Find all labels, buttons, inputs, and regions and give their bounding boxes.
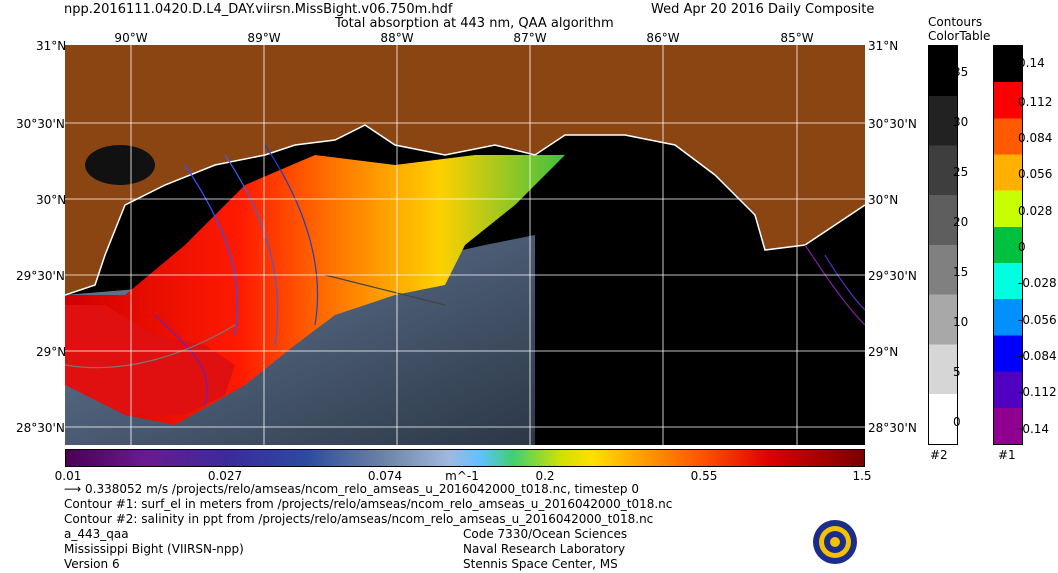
- bar2-label: 0: [953, 415, 961, 429]
- product-code: a_443_qaa: [64, 527, 129, 541]
- lon-label: 90°W: [114, 31, 148, 45]
- bar2-label: 35: [953, 65, 969, 79]
- contours: [65, 144, 865, 406]
- bar2-label: 30: [953, 115, 969, 129]
- lon-label: 88°W: [380, 31, 414, 45]
- lat-label-left: 31°N: [36, 39, 67, 53]
- colortable-title-2: ColorTable: [928, 29, 991, 43]
- filename-title: npp.2016111.0420.D.L4_DAY.viirsn.MissBig…: [64, 2, 453, 17]
- contour1-note: Contour #1: surf_el in meters from /proj…: [64, 497, 673, 511]
- bar1-id: #1: [998, 448, 1016, 462]
- bar1-label: 0.084: [1018, 131, 1053, 145]
- colorbar-unit: m^-1: [445, 469, 479, 483]
- vector-legend: ⟶ 0.338052 m/s /projects/relo/amseas/nco…: [64, 482, 639, 496]
- coastline: [65, 124, 865, 296]
- bar2-label: 15: [953, 265, 969, 279]
- lat-label-left: 28°30'N: [16, 421, 65, 435]
- lat-label-right: 31°N: [868, 39, 899, 53]
- colorbar-tick: 1.5: [852, 469, 872, 483]
- org-line3: Stennis Space Center, MS: [463, 557, 618, 571]
- lon-label: 86°W: [646, 31, 680, 45]
- arrow-icon: ⟶: [64, 482, 82, 496]
- contour2-colorbar: [928, 45, 958, 445]
- bar1-label: -0.028: [1018, 276, 1057, 290]
- colortable-title-1: Contours: [928, 15, 983, 29]
- lat-label-right: 30°N: [868, 193, 899, 207]
- lat-label-right: 28°30'N: [868, 421, 917, 435]
- bar1-label: 0.028: [1018, 204, 1053, 218]
- bar1-label: -0.056: [1018, 313, 1057, 327]
- product-title: Total absorption at 443 nm, QAA algorith…: [335, 16, 614, 31]
- region-name: Mississippi Bight (VIIRSN-npp): [64, 542, 244, 556]
- bar2-label: 5: [953, 365, 961, 379]
- org-line2: Naval Research Laboratory: [463, 542, 626, 556]
- bar1-label: 0: [1018, 240, 1026, 254]
- delta-plume: [65, 305, 235, 415]
- graticule: [65, 45, 865, 445]
- nrl-logo-icon: [813, 520, 857, 564]
- bar1-label: -0.112: [1018, 385, 1057, 399]
- bar1-label: 0.112: [1018, 95, 1053, 109]
- lat-label-right: 29°N: [868, 345, 899, 359]
- version: Version 6: [64, 557, 120, 571]
- lat-label-right: 30°30'N: [868, 117, 917, 131]
- bar2-label: 10: [953, 315, 969, 329]
- colorbar-tick: 0.55: [690, 469, 718, 483]
- lat-label-left: 30°N: [36, 193, 67, 207]
- colorbar-tick: 0.2: [535, 469, 555, 483]
- colorbar-tick: 0.01: [54, 469, 82, 483]
- colorbar-tick: 0.027: [207, 469, 243, 483]
- bar1-label: 0.14: [1018, 56, 1045, 70]
- bar1-label: -0.084: [1018, 349, 1057, 363]
- date-title: Wed Apr 20 2016 Daily Composite: [651, 2, 875, 17]
- land: [65, 45, 865, 295]
- lat-label-left: 29°30'N: [16, 269, 65, 283]
- lat-label-left: 30°30'N: [16, 117, 65, 131]
- bar2-label: 25: [953, 165, 969, 179]
- lake: [85, 145, 155, 185]
- bar2-id: #2: [930, 448, 948, 462]
- absorption-map: [65, 45, 865, 445]
- lon-label: 89°W: [247, 31, 281, 45]
- org-line1: Code 7330/Ocean Sciences: [463, 527, 628, 541]
- bar1-label: -0.14: [1018, 422, 1050, 436]
- lon-label: 85°W: [780, 31, 814, 45]
- absorption-colorbar: [65, 449, 865, 467]
- bar2-label: 20: [953, 215, 969, 229]
- contour2-note: Contour #2: salinity in ppt from /projec…: [64, 512, 654, 526]
- colorbar-tick: 0.074: [367, 469, 403, 483]
- contour1-colorbar: [993, 45, 1023, 445]
- lon-label: 87°W: [513, 31, 547, 45]
- lat-label-right: 29°30'N: [868, 269, 917, 283]
- lat-label-left: 29°N: [36, 345, 67, 359]
- bar1-label: 0.056: [1018, 167, 1053, 181]
